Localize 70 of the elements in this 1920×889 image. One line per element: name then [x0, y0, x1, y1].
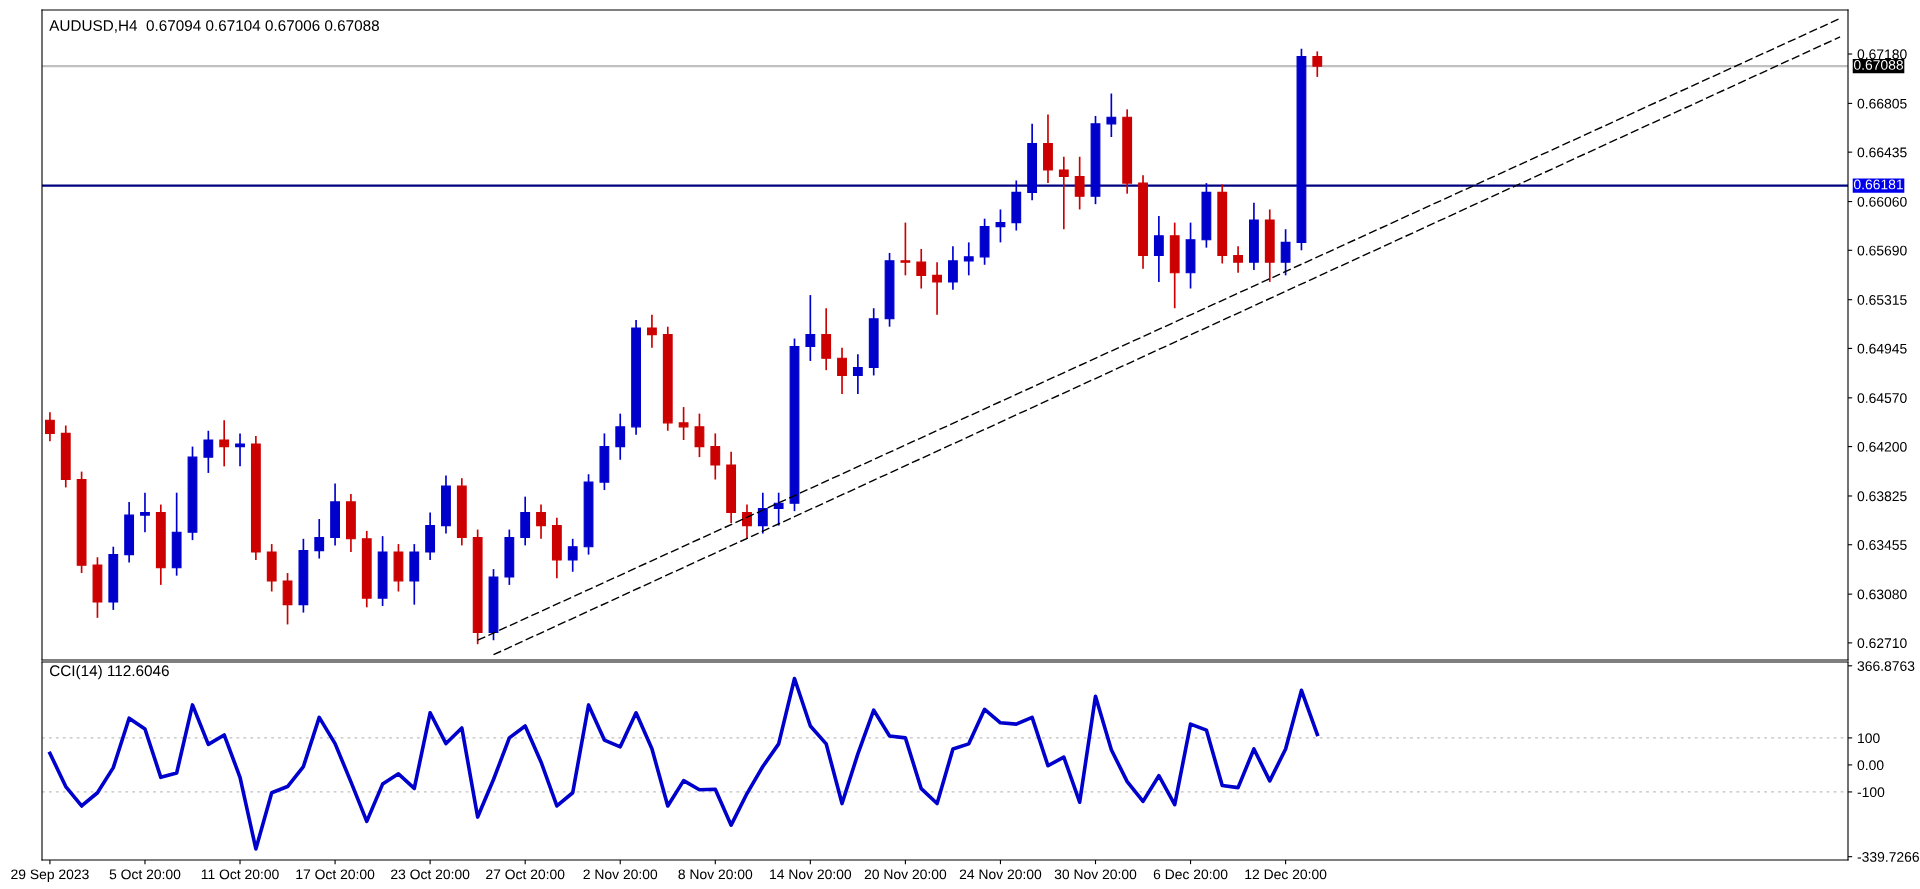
x-tick-label: 5 Oct 20:00 [109, 869, 181, 880]
x-tick-label: 12 Dec 20:00 [1245, 869, 1327, 880]
y-tick-label: 0.67180 [1857, 49, 1907, 60]
x-tick-label: 24 Nov 20:00 [959, 869, 1042, 880]
chart-title: CCI(14) 112.6046 [50, 664, 169, 680]
candlestick [1312, 50, 1323, 78]
candlestick [282, 572, 293, 626]
x-tick-label: 29 Sep 2023 [11, 869, 89, 882]
candlestick [852, 353, 863, 395]
y-tick-label: 0.64945 [1857, 343, 1907, 354]
y-tick-label: 0.62710 [1857, 638, 1907, 649]
ref-line-label: 0.66181 [1853, 179, 1903, 190]
candlestick [1074, 155, 1085, 211]
y-tick-label: 0.63080 [1857, 589, 1907, 600]
candlestick [995, 208, 1006, 244]
x-tick-label: 27 Oct 20:00 [486, 869, 565, 880]
y-tick-label: 100 [1858, 733, 1880, 744]
candlestick [773, 491, 784, 527]
candlestick [140, 491, 150, 534]
ref-line-label: 0.67088 [1853, 60, 1904, 70]
candlestick [821, 307, 832, 372]
x-tick-label: 11 Oct 20:00 [201, 869, 279, 880]
y-tick-label: 0.66435 [1857, 147, 1907, 158]
candlestick [900, 221, 911, 277]
x-tick-label: 8 Nov 20:00 [678, 869, 753, 880]
candlestick [615, 412, 626, 461]
x-tick-label: 2 Nov 20:00 [583, 869, 658, 880]
candlestick [710, 432, 721, 481]
text: AUDUSD,H4 0.67094 0.67104 0.67006 0.67088 [49, 20, 379, 33]
candlestick [567, 537, 578, 573]
candlestick [837, 346, 847, 395]
x-tick-label: 6 Dec 20:00 [1153, 869, 1228, 880]
candlestick [1153, 215, 1164, 283]
y-tick-label: 0.65315 [1857, 295, 1907, 305]
candlestick [219, 419, 230, 468]
x-tick-label: 14 Nov 20:00 [770, 869, 852, 880]
candlestick [757, 491, 768, 535]
candlestick [1058, 155, 1069, 231]
y-tick-label: 0.00 [1857, 760, 1884, 771]
candlestick [678, 406, 689, 441]
candlestick [203, 429, 214, 474]
candlestick [932, 261, 942, 316]
y-tick-label: -100 [1857, 787, 1885, 798]
candlestick [916, 248, 927, 290]
candlestick [963, 241, 974, 277]
candlestick [1280, 228, 1291, 277]
candlestick [694, 412, 705, 458]
x-tick-label: 17 Oct 20:00 [296, 869, 375, 880]
y-tick-label: 0.66805 [1857, 98, 1907, 109]
y-tick-label: 366.8763 [1857, 661, 1915, 671]
x-tick-label: 30 Nov 20:00 [1054, 869, 1137, 880]
y-tick-label: 0.63825 [1857, 491, 1907, 502]
x-tick-label: 23 Oct 20:00 [391, 869, 470, 880]
candlestick [1233, 245, 1243, 274]
candlestick [235, 432, 245, 468]
y-tick-label: 0.63455 [1857, 540, 1907, 550]
candlestick [647, 314, 657, 349]
y-tick-label: 0.64200 [1857, 441, 1907, 452]
candlestick [805, 294, 816, 362]
y-tick-label: 0.65690 [1857, 245, 1907, 256]
y-tick-label: -339.7266 [1857, 852, 1919, 862]
candlestick [536, 503, 546, 540]
candlestick [45, 411, 55, 443]
candlestick [948, 245, 958, 291]
x-tick-label: 20 Nov 20:00 [864, 869, 947, 880]
y-tick-label: 0.64570 [1857, 393, 1907, 404]
candlestick [742, 503, 752, 540]
candlestick [1106, 92, 1117, 138]
candlestick [314, 518, 325, 560]
y-tick-label: 0.66060 [1857, 196, 1907, 207]
